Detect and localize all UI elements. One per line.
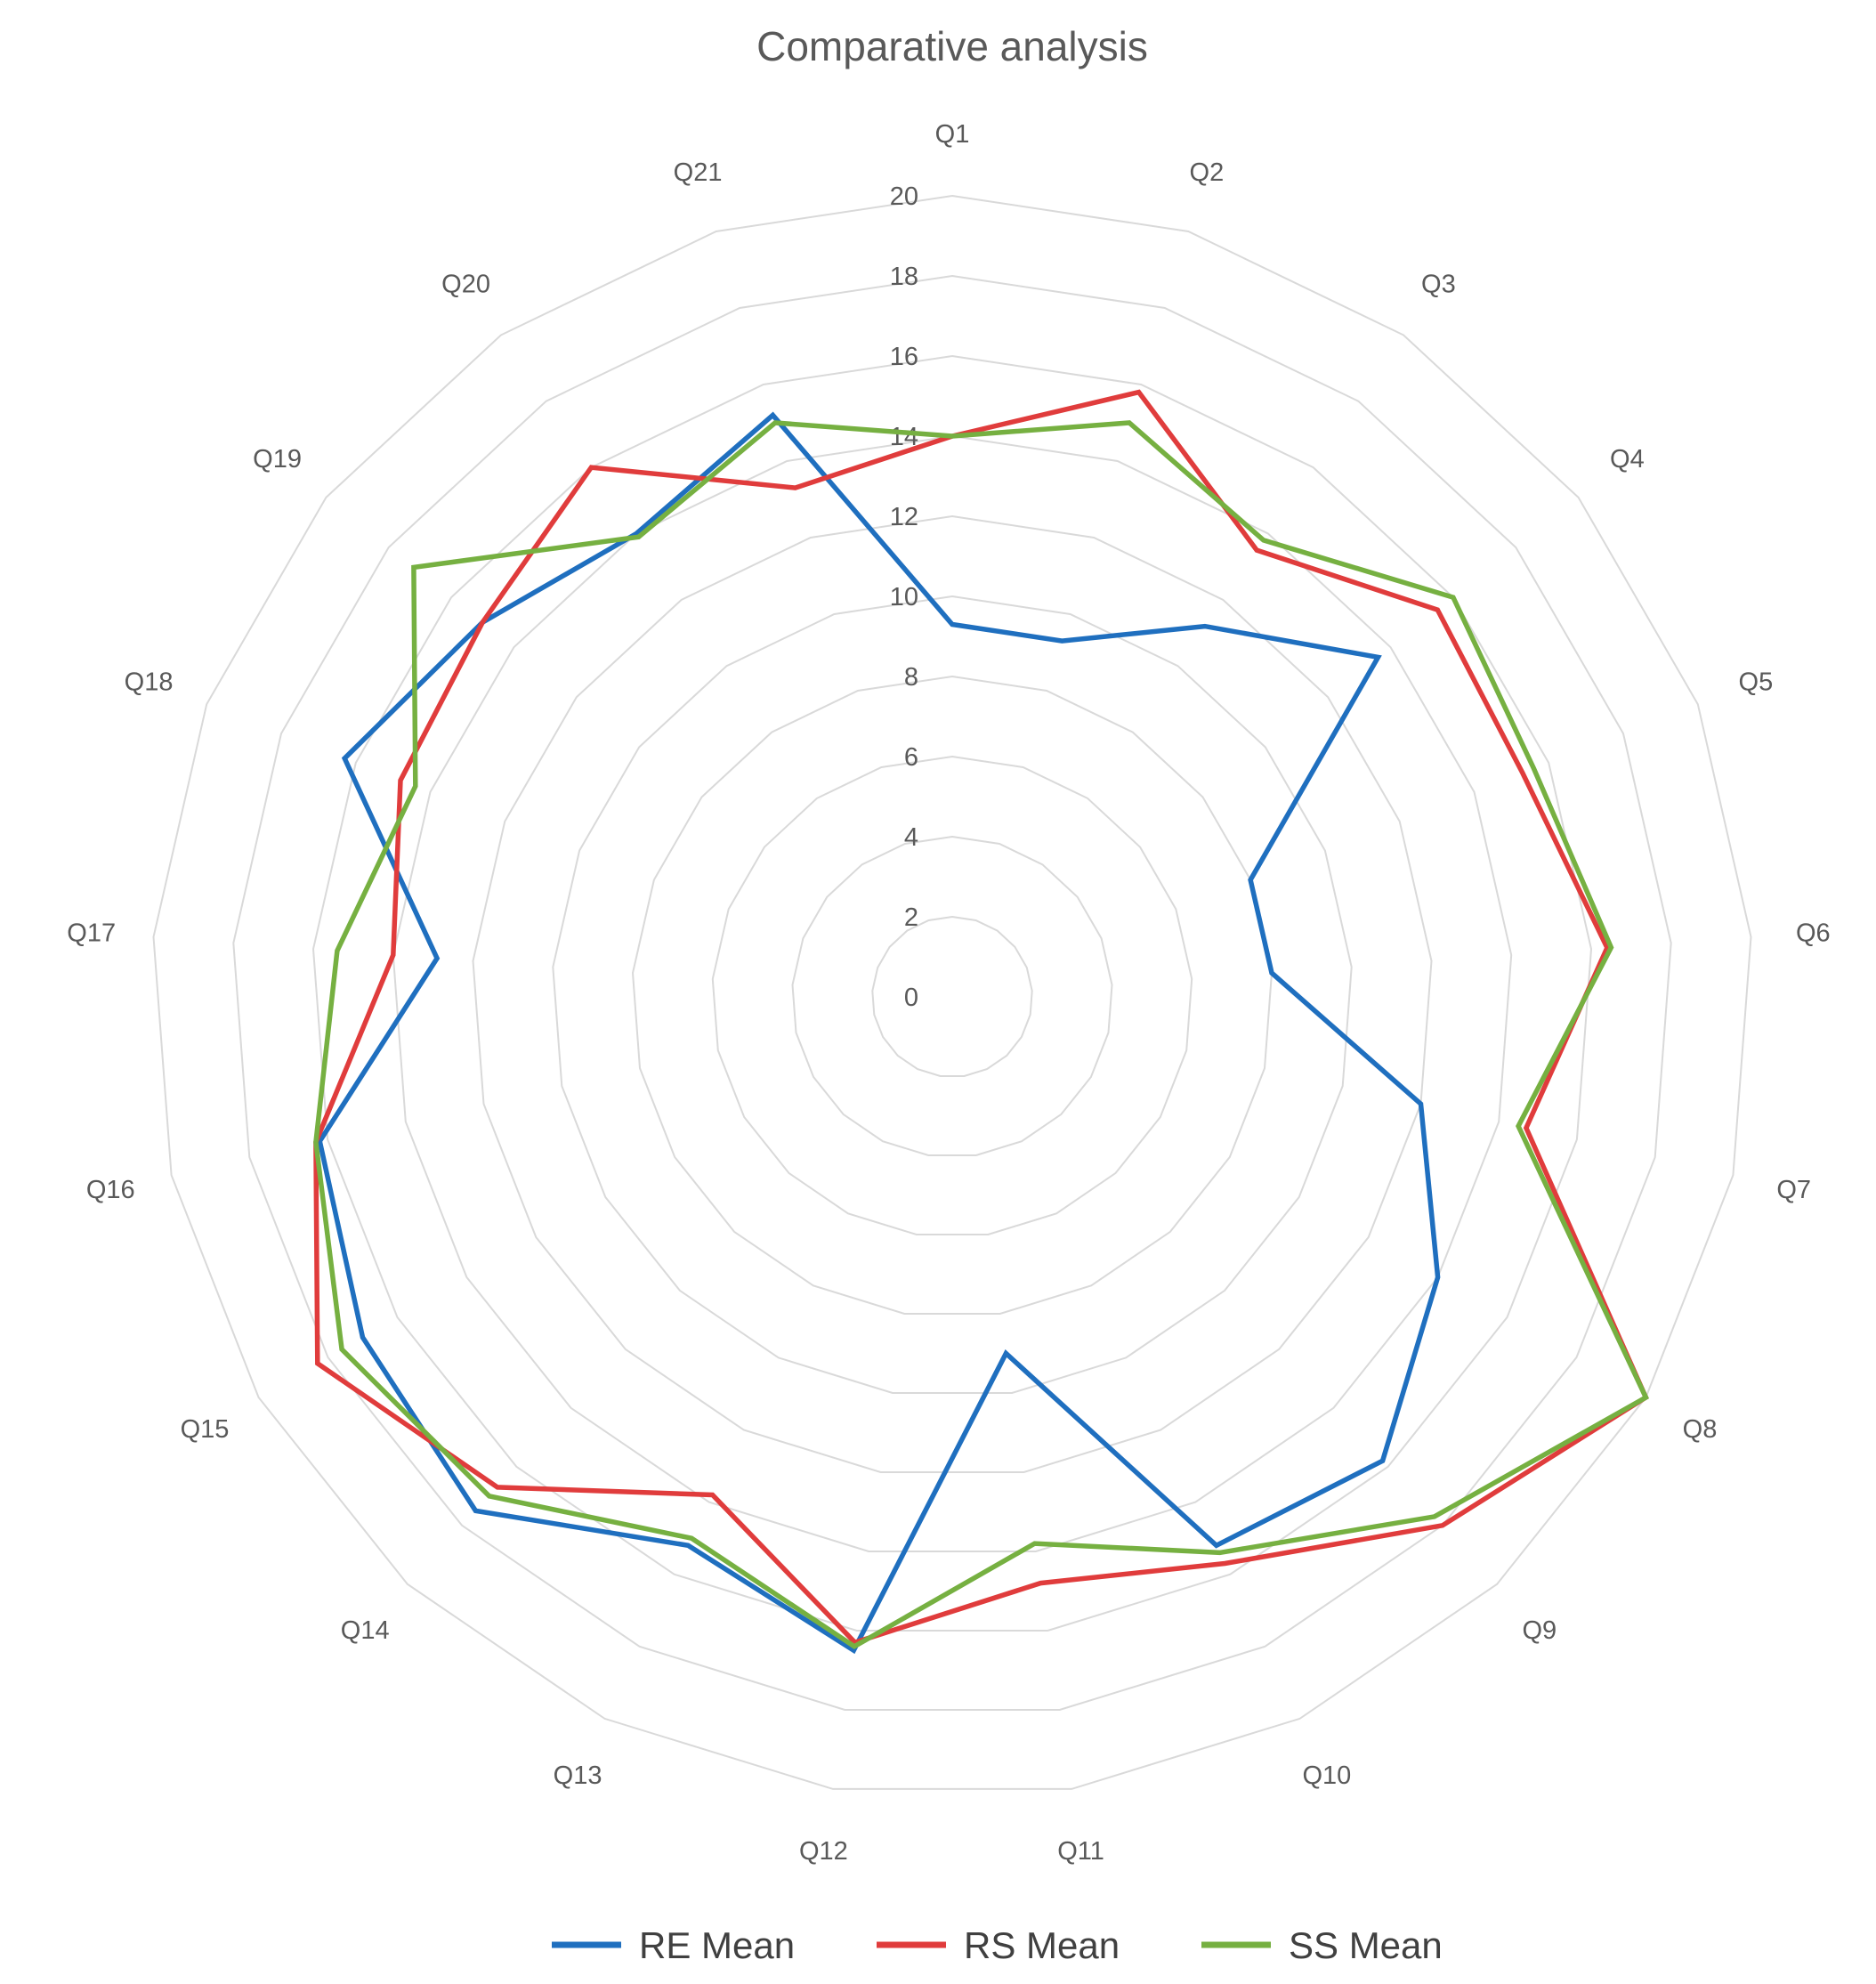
category-label: Q2 xyxy=(1190,158,1225,187)
category-label: Q5 xyxy=(1739,668,1774,697)
axis-tick-label: 20 xyxy=(890,182,918,211)
category-label: Q17 xyxy=(67,919,116,948)
category-label: Q11 xyxy=(1057,1837,1104,1866)
grid-ring xyxy=(392,434,1513,1552)
category-label: Q9 xyxy=(1522,1616,1557,1645)
radar-grid xyxy=(152,194,1752,1790)
category-label: Q4 xyxy=(1610,445,1645,474)
category-label: Q7 xyxy=(1776,1176,1811,1204)
grid-ring xyxy=(871,915,1033,1077)
grid-ring xyxy=(311,354,1593,1632)
category-label: Q10 xyxy=(1302,1761,1351,1790)
series-line xyxy=(313,389,1649,1646)
grid-ring xyxy=(232,274,1672,1711)
grid-ring xyxy=(152,194,1752,1790)
grid-ring xyxy=(472,514,1433,1473)
grid-ring xyxy=(552,595,1353,1394)
category-label: Q1 xyxy=(935,120,970,149)
category-label: Q12 xyxy=(799,1837,848,1866)
legend-label: RS Mean xyxy=(964,1924,1120,1966)
category-label: Q15 xyxy=(181,1415,230,1444)
grid-ring xyxy=(711,755,1193,1235)
grid-ring xyxy=(791,835,1113,1156)
axis-tick-label: 8 xyxy=(904,663,918,692)
chart-title: Comparative analysis xyxy=(756,23,1148,69)
category-label: Q18 xyxy=(125,668,174,697)
series-line xyxy=(313,420,1649,1650)
category-labels: Q1 Q2 Q3 Q4 Q5 Q6 Q7 Q8 Q9 Q10 Q11 Q12 Q13 Q14 Q15 Q16 Q… xyxy=(67,120,1830,1866)
category-label: Q3 xyxy=(1421,271,1456,299)
category-label: Q19 xyxy=(253,445,302,474)
axis-tick-label: 0 xyxy=(904,984,918,1012)
axis-tick-label: 10 xyxy=(890,583,918,611)
legend-label: SS Mean xyxy=(1289,1924,1443,1966)
legend: RE Mean RS Mean SS Mean xyxy=(552,1924,1443,1966)
legend-label: RE Mean xyxy=(639,1924,795,1966)
axis-tick-label: 2 xyxy=(904,903,918,932)
series-line xyxy=(317,411,1441,1655)
category-label: Q21 xyxy=(674,158,723,187)
grid-ring xyxy=(631,675,1274,1315)
category-label: Q8 xyxy=(1683,1415,1718,1444)
category-label: Q20 xyxy=(441,271,490,299)
category-label: Q16 xyxy=(86,1176,135,1204)
series-lines xyxy=(313,389,1649,1655)
category-label: Q13 xyxy=(554,1761,602,1790)
category-label: Q6 xyxy=(1796,919,1831,948)
axis-tick-label: 18 xyxy=(890,263,918,291)
axis-tick-label: 4 xyxy=(904,823,918,852)
axis-tick-label: 6 xyxy=(904,743,918,772)
axis-tick-label: 12 xyxy=(890,503,918,531)
axis-tick-label: 16 xyxy=(890,343,918,371)
category-label: Q14 xyxy=(341,1616,390,1645)
